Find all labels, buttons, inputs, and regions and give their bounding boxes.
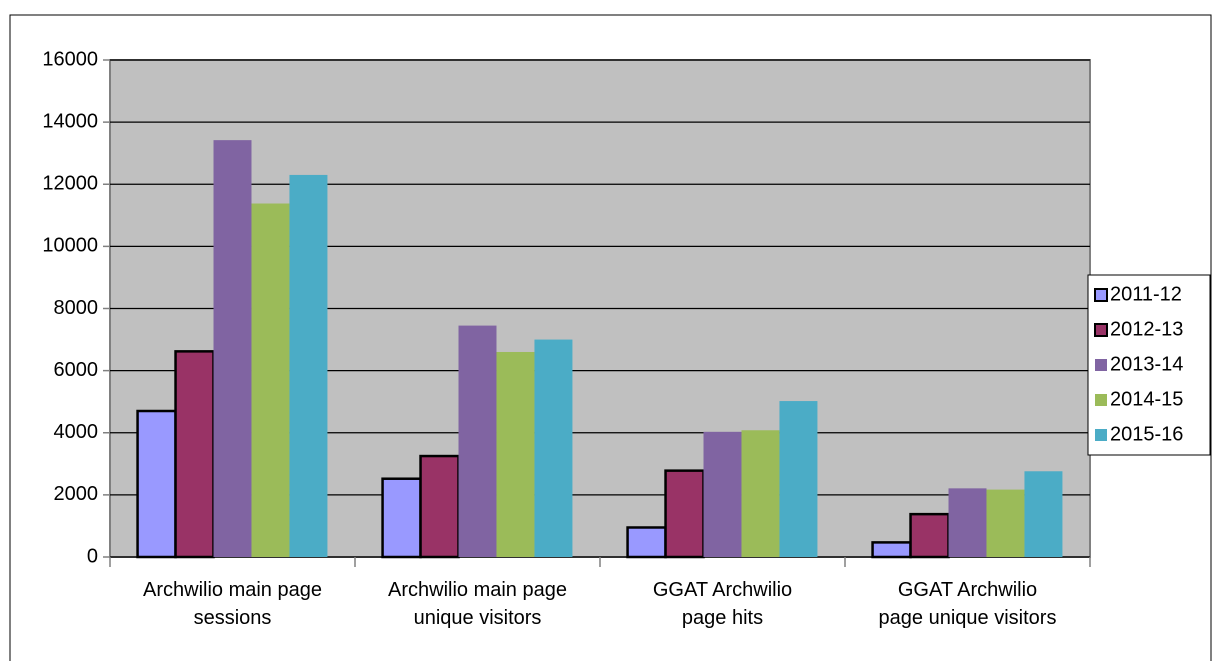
bar <box>174 350 215 559</box>
legend-box <box>1087 274 1211 456</box>
legend-label: 2012-13 <box>1110 318 1183 340</box>
legend-swatch <box>1095 429 1107 441</box>
bar <box>534 339 573 557</box>
x-tick-label: GGAT Archwilio page unique visitors <box>879 579 1057 629</box>
x-tick-label: Archwilio main page unique visitors <box>388 579 567 629</box>
y-tick-label: 2000 <box>54 483 99 505</box>
legend-label: 2013-14 <box>1110 353 1183 375</box>
bar <box>251 203 290 558</box>
chart-frame <box>9 14 1212 661</box>
bar <box>986 489 1025 557</box>
bar <box>779 401 818 557</box>
legend-swatch <box>1094 323 1108 337</box>
legend-label: 2011-12 <box>1110 283 1182 305</box>
bar <box>213 140 252 558</box>
y-tick-label: 0 <box>87 545 98 567</box>
bar <box>419 454 460 559</box>
bar <box>458 325 497 557</box>
bar <box>496 351 535 557</box>
y-tick-label: 4000 <box>54 421 99 443</box>
legend-swatch <box>1095 394 1107 406</box>
y-tick-label: 8000 <box>54 297 99 319</box>
bar <box>741 430 780 557</box>
legend-label: 2014-15 <box>1110 388 1183 410</box>
y-tick-label: 6000 <box>54 359 99 381</box>
y-tick-label: 16000 <box>42 48 98 70</box>
legend-label: 2015-16 <box>1110 423 1183 445</box>
bar <box>703 431 742 557</box>
legend-swatch <box>1095 359 1107 371</box>
y-tick-label: 14000 <box>42 110 98 132</box>
legend-swatch <box>1094 288 1108 302</box>
bar <box>626 526 667 559</box>
bar <box>289 174 328 557</box>
bar <box>909 512 950 559</box>
bar <box>1024 471 1063 557</box>
y-tick-label: 10000 <box>42 235 98 257</box>
y-tick-label: 12000 <box>42 173 98 195</box>
bar <box>664 469 705 559</box>
bar <box>136 409 177 559</box>
x-tick-label: Archwilio main page sessions <box>143 579 322 629</box>
x-tick-label: GGAT Archwilio page hits <box>653 579 792 629</box>
bar <box>871 541 912 559</box>
bar <box>381 477 422 559</box>
bar <box>948 488 987 557</box>
